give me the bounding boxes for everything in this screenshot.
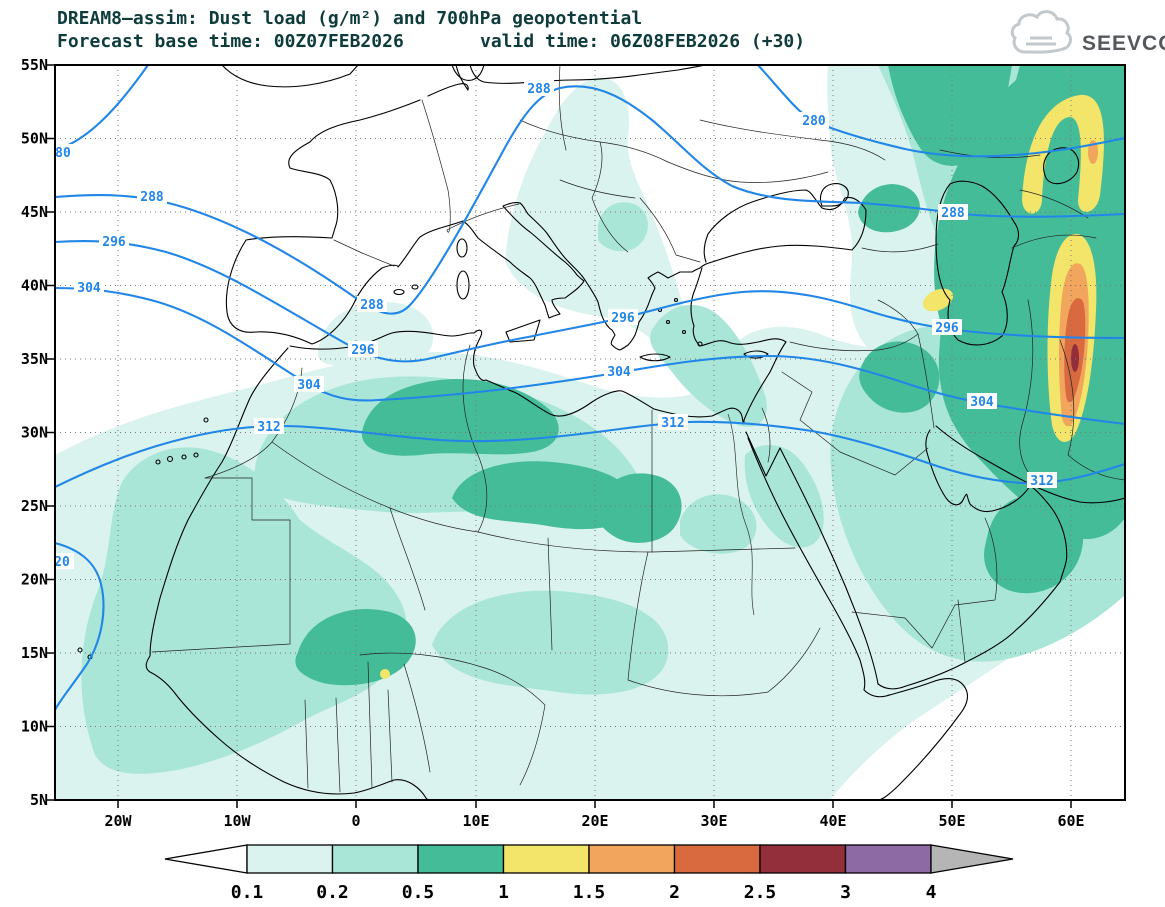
contour-label: 288: [140, 190, 164, 205]
lon-label: 50E: [938, 812, 965, 830]
lon-label: 40E: [819, 812, 846, 830]
logo-text: SEEVCCC: [1082, 32, 1165, 55]
nile-river: [727, 413, 755, 616]
lat-label: 35N: [21, 350, 48, 368]
cloud-icon: [1010, 10, 1072, 54]
contour-label: 296: [935, 321, 959, 336]
contour-labels: 80 288 296 304 288 296 304 312 20 288 28…: [54, 80, 1057, 570]
lon-label: 10W: [223, 812, 251, 830]
lat-label: 55N: [21, 56, 48, 74]
seevccc-logo: SEEVCCC: [1010, 10, 1165, 55]
contour-label: 20: [54, 555, 70, 570]
lon-label: 20W: [104, 812, 132, 830]
lat-label: 20N: [21, 571, 48, 589]
contour-label: 304: [607, 365, 631, 380]
colorbar-above-range-arrow: [930, 844, 1014, 874]
colorbar-segment: [331, 844, 419, 874]
lon-label: 30E: [700, 812, 727, 830]
lat-label: 5N: [30, 791, 48, 809]
contour-label: 296: [102, 235, 126, 250]
lon-label: 20E: [581, 812, 608, 830]
contour-label: 288: [527, 82, 551, 97]
coastlines: [77, 65, 1125, 800]
colorbar-tick-label: 0.2: [316, 882, 349, 903]
contour-label: 312: [1030, 474, 1053, 489]
colorbar-tick-label: 1: [498, 882, 509, 903]
colorbar-tick-label: 3: [840, 882, 851, 903]
lat-label: 15N: [21, 644, 48, 662]
colorbar-segment: [759, 844, 847, 874]
map-content: 80 288 296 304 288 296 304 312 20 288 28…: [54, 65, 1125, 800]
colorbar-tick-label: 1.5: [573, 882, 606, 903]
dust-shading-level-0.5: [295, 65, 1125, 686]
latitude-axis: 55N 50N 45N 40N 35N 30N 25N 20N 15N 10N …: [21, 56, 48, 809]
colorbar-segment: [502, 844, 590, 874]
country-borders: [151, 65, 1125, 793]
valid-time: valid time: 06Z08FEB2026 (+30): [480, 31, 805, 52]
lon-label: 0: [351, 812, 360, 830]
colorbar-tick-label: 2.5: [744, 882, 777, 903]
contour-label: 280: [802, 114, 826, 129]
contour-label: 304: [77, 281, 101, 296]
contour-label: 304: [297, 378, 321, 393]
lat-label: 10N: [21, 718, 48, 736]
dust-shading-level-2.5: [1071, 344, 1079, 372]
contour-label: 296: [351, 343, 375, 358]
lon-label: 60E: [1057, 812, 1084, 830]
contour-label: 80: [55, 146, 71, 161]
colorbar-segment: [844, 844, 932, 874]
colorbar-segment: [673, 844, 761, 874]
forecast-base-time: Forecast base time: 00Z07FEB2026: [57, 31, 404, 52]
chart-title: DREAM8—assim: Dust load (g/m²) and 700hP…: [57, 8, 642, 29]
lat-label: 50N: [21, 130, 48, 148]
geopotential-contours: [55, 65, 1125, 712]
colorbar-segment: [246, 844, 334, 874]
cloud-icon-stripes: [1026, 36, 1056, 46]
colorbar-tick-label: 0.5: [402, 882, 435, 903]
contour-label: 288: [941, 206, 965, 221]
contour-label: 312: [661, 416, 684, 431]
contour-label: 296: [611, 311, 635, 326]
contour-label: 288: [360, 298, 384, 313]
colorbar: 0.1 0.2 0.5 1 1.5 2 2.5 3 4: [164, 844, 1014, 903]
longitude-axis: 20W 10W 0 10E 20E 30E 40E 50E 60E: [104, 812, 1084, 830]
header: DREAM8—assim: Dust load (g/m²) and 700hP…: [57, 8, 805, 52]
lat-label: 45N: [21, 203, 48, 221]
colorbar-tick-label: 0.1: [231, 882, 264, 903]
lon-label: 10E: [462, 812, 489, 830]
colorbar-segment: [588, 844, 676, 874]
contour-label: 312: [257, 420, 280, 435]
colorbar-segment: [417, 844, 505, 874]
colorbar-tick-label: 4: [926, 882, 937, 903]
lat-label: 30N: [21, 424, 48, 442]
lat-label: 40N: [21, 277, 48, 295]
colorbar-tick-label: 2: [669, 882, 680, 903]
axis-ticks: [47, 64, 1072, 808]
contour-label: 304: [970, 395, 994, 410]
lat-label: 25N: [21, 497, 48, 515]
